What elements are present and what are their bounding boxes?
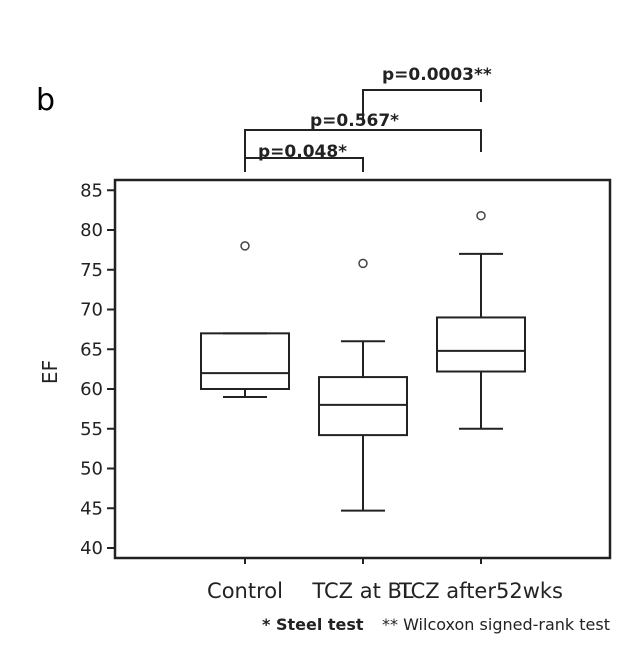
y-tick-label: 80 <box>80 220 103 241</box>
y-axis: 40 45 50 55 60 65 70 75 80 85 <box>80 180 115 559</box>
comparison-bracket: p=0.048* <box>244 142 364 172</box>
comparison-bracket: p=0.0003** <box>362 65 492 122</box>
footnote-steel: * Steel test <box>262 615 364 634</box>
y-axis-label: EF <box>38 360 62 384</box>
y-tick-label: 75 <box>80 260 103 281</box>
bracket-line <box>362 89 482 122</box>
p-value-label: p=0.567* <box>310 111 399 131</box>
y-tick-label: 40 <box>80 538 103 559</box>
boxes-layer <box>200 210 526 512</box>
p-value-label: p=0.048* <box>258 142 347 162</box>
box-3 <box>436 210 526 430</box>
y-tick-label: 50 <box>80 459 103 480</box>
footnote-wilcoxon: ** Wilcoxon signed-rank test <box>382 615 610 634</box>
outlier-point <box>240 241 250 251</box>
bracket-line <box>244 129 482 172</box>
y-tick-label: 85 <box>80 180 103 201</box>
outlier-point <box>358 258 368 269</box>
box-iqr <box>318 376 408 437</box>
y-tick-label: 55 <box>80 419 103 440</box>
box-iqr <box>200 332 290 391</box>
x-tick-label: Control <box>207 579 283 603</box>
box-2 <box>318 258 408 512</box>
p-value-label: p=0.0003** <box>382 65 492 85</box>
y-tick-label: 60 <box>80 379 103 400</box>
comparison-bracket: p=0.567* <box>244 111 482 172</box>
x-tick-label: TCZ at BL <box>311 579 414 603</box>
y-tick-label: 65 <box>80 339 103 360</box>
box-iqr <box>436 316 526 373</box>
box-1 <box>200 241 290 398</box>
panel-label: b <box>36 83 55 118</box>
x-tick-label: TCZ after52wks <box>398 579 563 603</box>
significance-brackets: p=0.048* p=0.567* p=0.0003** <box>244 65 492 172</box>
y-tick-label: 45 <box>80 498 103 519</box>
outlier-point <box>476 210 486 221</box>
y-tick-label: 70 <box>80 300 103 321</box>
